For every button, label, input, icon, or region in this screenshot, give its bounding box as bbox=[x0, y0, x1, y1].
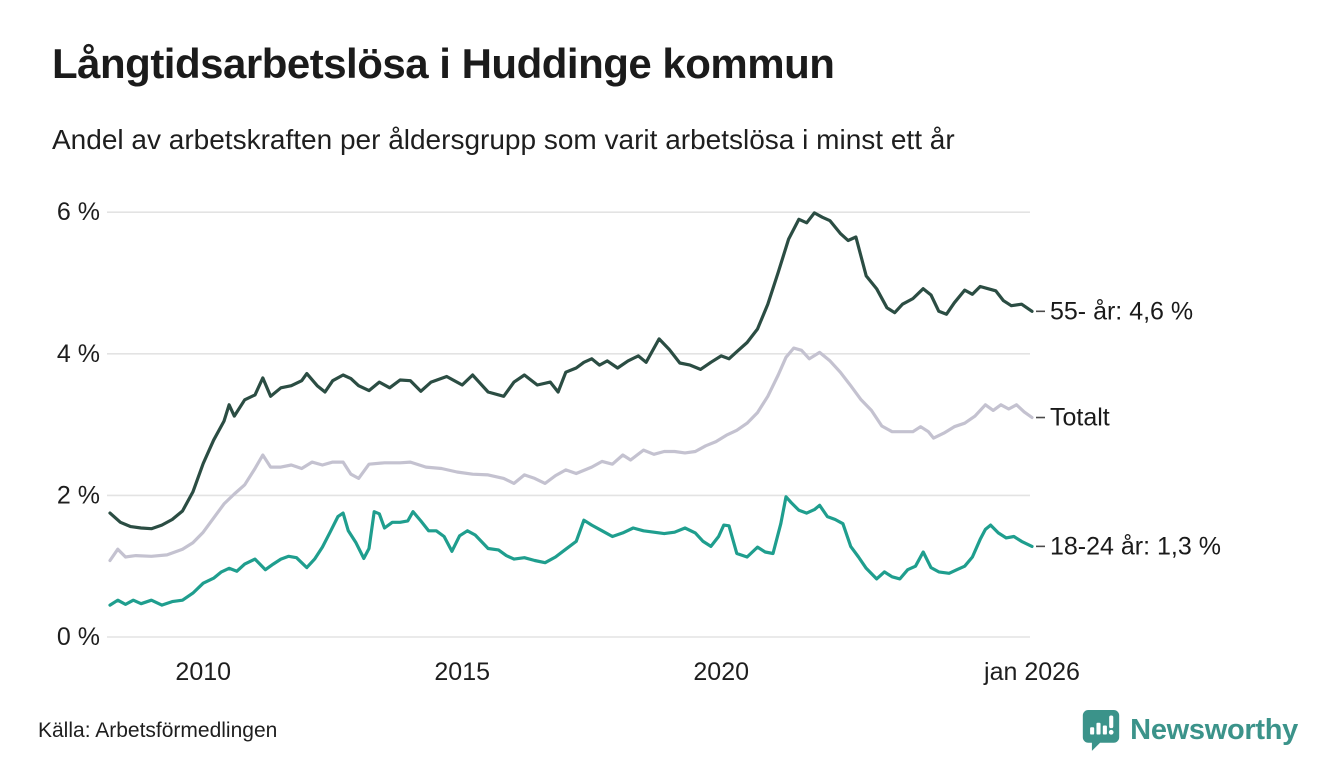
x-axis-tick-label: 2015 bbox=[434, 658, 490, 686]
exclamation-dot bbox=[1108, 729, 1114, 735]
speech-bubble-shape bbox=[1082, 710, 1120, 751]
newsworthy-wordmark: Newsworthy bbox=[1130, 713, 1298, 746]
y-axis-tick-label: 6 % bbox=[57, 198, 100, 226]
series-end-label: Totalt bbox=[1050, 404, 1110, 432]
y-axis-tick-label: 2 % bbox=[57, 481, 100, 509]
bar-3 bbox=[1102, 725, 1108, 735]
x-axis-tick-label: jan 2026 bbox=[983, 658, 1080, 686]
series-line-Totalt bbox=[108, 346, 1034, 563]
x-axis-tick-label: 2010 bbox=[175, 658, 231, 686]
series-end-label: 18-24 år: 1,3 % bbox=[1050, 532, 1221, 560]
series-line-55-r bbox=[108, 211, 1034, 531]
newsworthy-logo: Newsworthy bbox=[1081, 706, 1298, 754]
chart-title: Långtidsarbetslösa i Huddinge kommun bbox=[52, 40, 835, 87]
series-line-18-24-r bbox=[108, 495, 1034, 607]
y-axis-tick-label: 4 % bbox=[57, 340, 100, 368]
newsworthy-icon bbox=[1082, 710, 1120, 751]
source-note: Källa: Arbetsförmedlingen bbox=[38, 719, 278, 742]
bar-1 bbox=[1090, 727, 1095, 735]
bar-2 bbox=[1096, 722, 1101, 735]
x-axis-tick-label: 2020 bbox=[693, 658, 749, 686]
exclamation-bar bbox=[1109, 715, 1114, 729]
series-end-label: 55- år: 4,6 % bbox=[1050, 297, 1193, 325]
chart-subtitle: Andel av arbetskraften per åldersgrupp s… bbox=[52, 124, 955, 155]
y-axis-tick-label: 0 % bbox=[57, 623, 100, 651]
